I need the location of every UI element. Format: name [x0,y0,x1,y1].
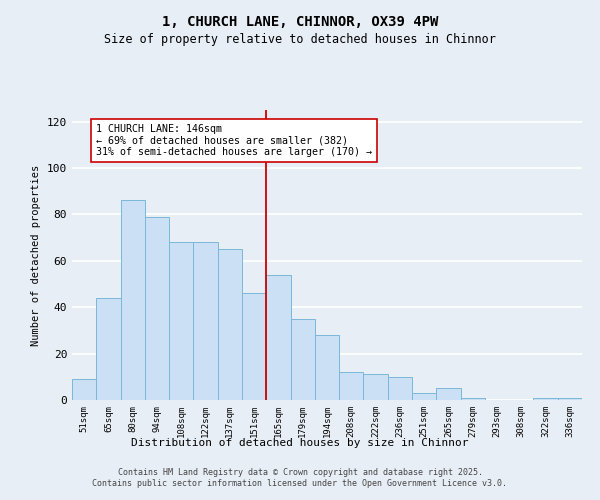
Bar [218,249,242,400]
Bar [290,319,315,400]
Bar [169,242,193,400]
Bar [364,374,388,400]
Bar [193,242,218,400]
Bar [412,393,436,400]
Bar [533,398,558,400]
Text: Distribution of detached houses by size in Chinnor: Distribution of detached houses by size … [131,438,469,448]
Bar [266,274,290,400]
Bar [121,200,145,400]
Bar [72,379,96,400]
Bar [145,216,169,400]
Bar [339,372,364,400]
Bar [388,377,412,400]
Bar [558,398,582,400]
Text: 1, CHURCH LANE, CHINNOR, OX39 4PW: 1, CHURCH LANE, CHINNOR, OX39 4PW [162,15,438,29]
Bar [315,335,339,400]
Text: Contains HM Land Registry data © Crown copyright and database right 2025.
Contai: Contains HM Land Registry data © Crown c… [92,468,508,487]
Bar [461,398,485,400]
Bar [436,388,461,400]
Text: Size of property relative to detached houses in Chinnor: Size of property relative to detached ho… [104,32,496,46]
Y-axis label: Number of detached properties: Number of detached properties [31,164,41,346]
Bar [242,294,266,400]
Text: 1 CHURCH LANE: 146sqm
← 69% of detached houses are smaller (382)
31% of semi-det: 1 CHURCH LANE: 146sqm ← 69% of detached … [96,124,372,157]
Bar [96,298,121,400]
